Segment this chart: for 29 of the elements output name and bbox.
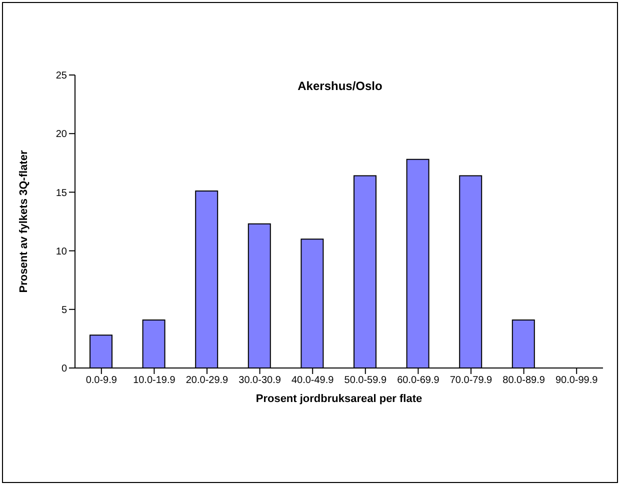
bar: [354, 175, 376, 368]
y-tick-label: 25: [56, 70, 68, 82]
y-tick-label: 0: [61, 364, 68, 375]
y-axis-title: Prosent av fylkets 3Q-flater: [18, 150, 30, 293]
bar: [142, 319, 166, 368]
chart-frame: Akershus/Oslo 0.0-9.9 10.0-19.9 20.0-29.9 30.0-30.9 40.0-49.9 50.0-59.9 60.0-69.9 70.0-79.9 80.0-89.9 90.0-99.9 Prosent jordbruksareal per flate 0 5 10 15 20 25 Prosent av fylkets 3Q-flater: [2, 2, 618, 483]
bar: [300, 238, 324, 368]
x-tick-label: 90.0-99.9: [555, 375, 598, 386]
x-tick-label: 20.0-29.9: [186, 375, 229, 386]
x-tick-label: 50.0-59.9: [344, 375, 387, 386]
x-axis-title: Prosent jordbruksareal per flate: [256, 393, 422, 405]
x-tick-label: 80.0-89.9: [502, 375, 546, 386]
x-tick-label: 30.0-30.9: [238, 375, 282, 386]
bar: [459, 175, 482, 368]
bar: [406, 158, 430, 368]
y-tick-label: 10: [56, 246, 68, 258]
bar: [90, 334, 112, 368]
y-tick-label: 5: [61, 304, 68, 316]
y-tick-label: 20: [56, 129, 68, 140]
y-tick-label: 15: [56, 188, 68, 199]
x-tick-label: 40.0-49.9: [291, 375, 334, 386]
bar: [512, 319, 535, 368]
x-tick-label: 10.0-19.9: [133, 375, 176, 386]
chart-title: Akershus/Oslo: [296, 79, 384, 93]
bar: [195, 190, 218, 368]
x-tick-label: 60.0-69.9: [397, 375, 440, 386]
x-tick-label: 70.0-79.9: [450, 375, 493, 386]
bar: [248, 223, 271, 368]
x-tick-label: 0.0-9.9: [86, 375, 118, 386]
